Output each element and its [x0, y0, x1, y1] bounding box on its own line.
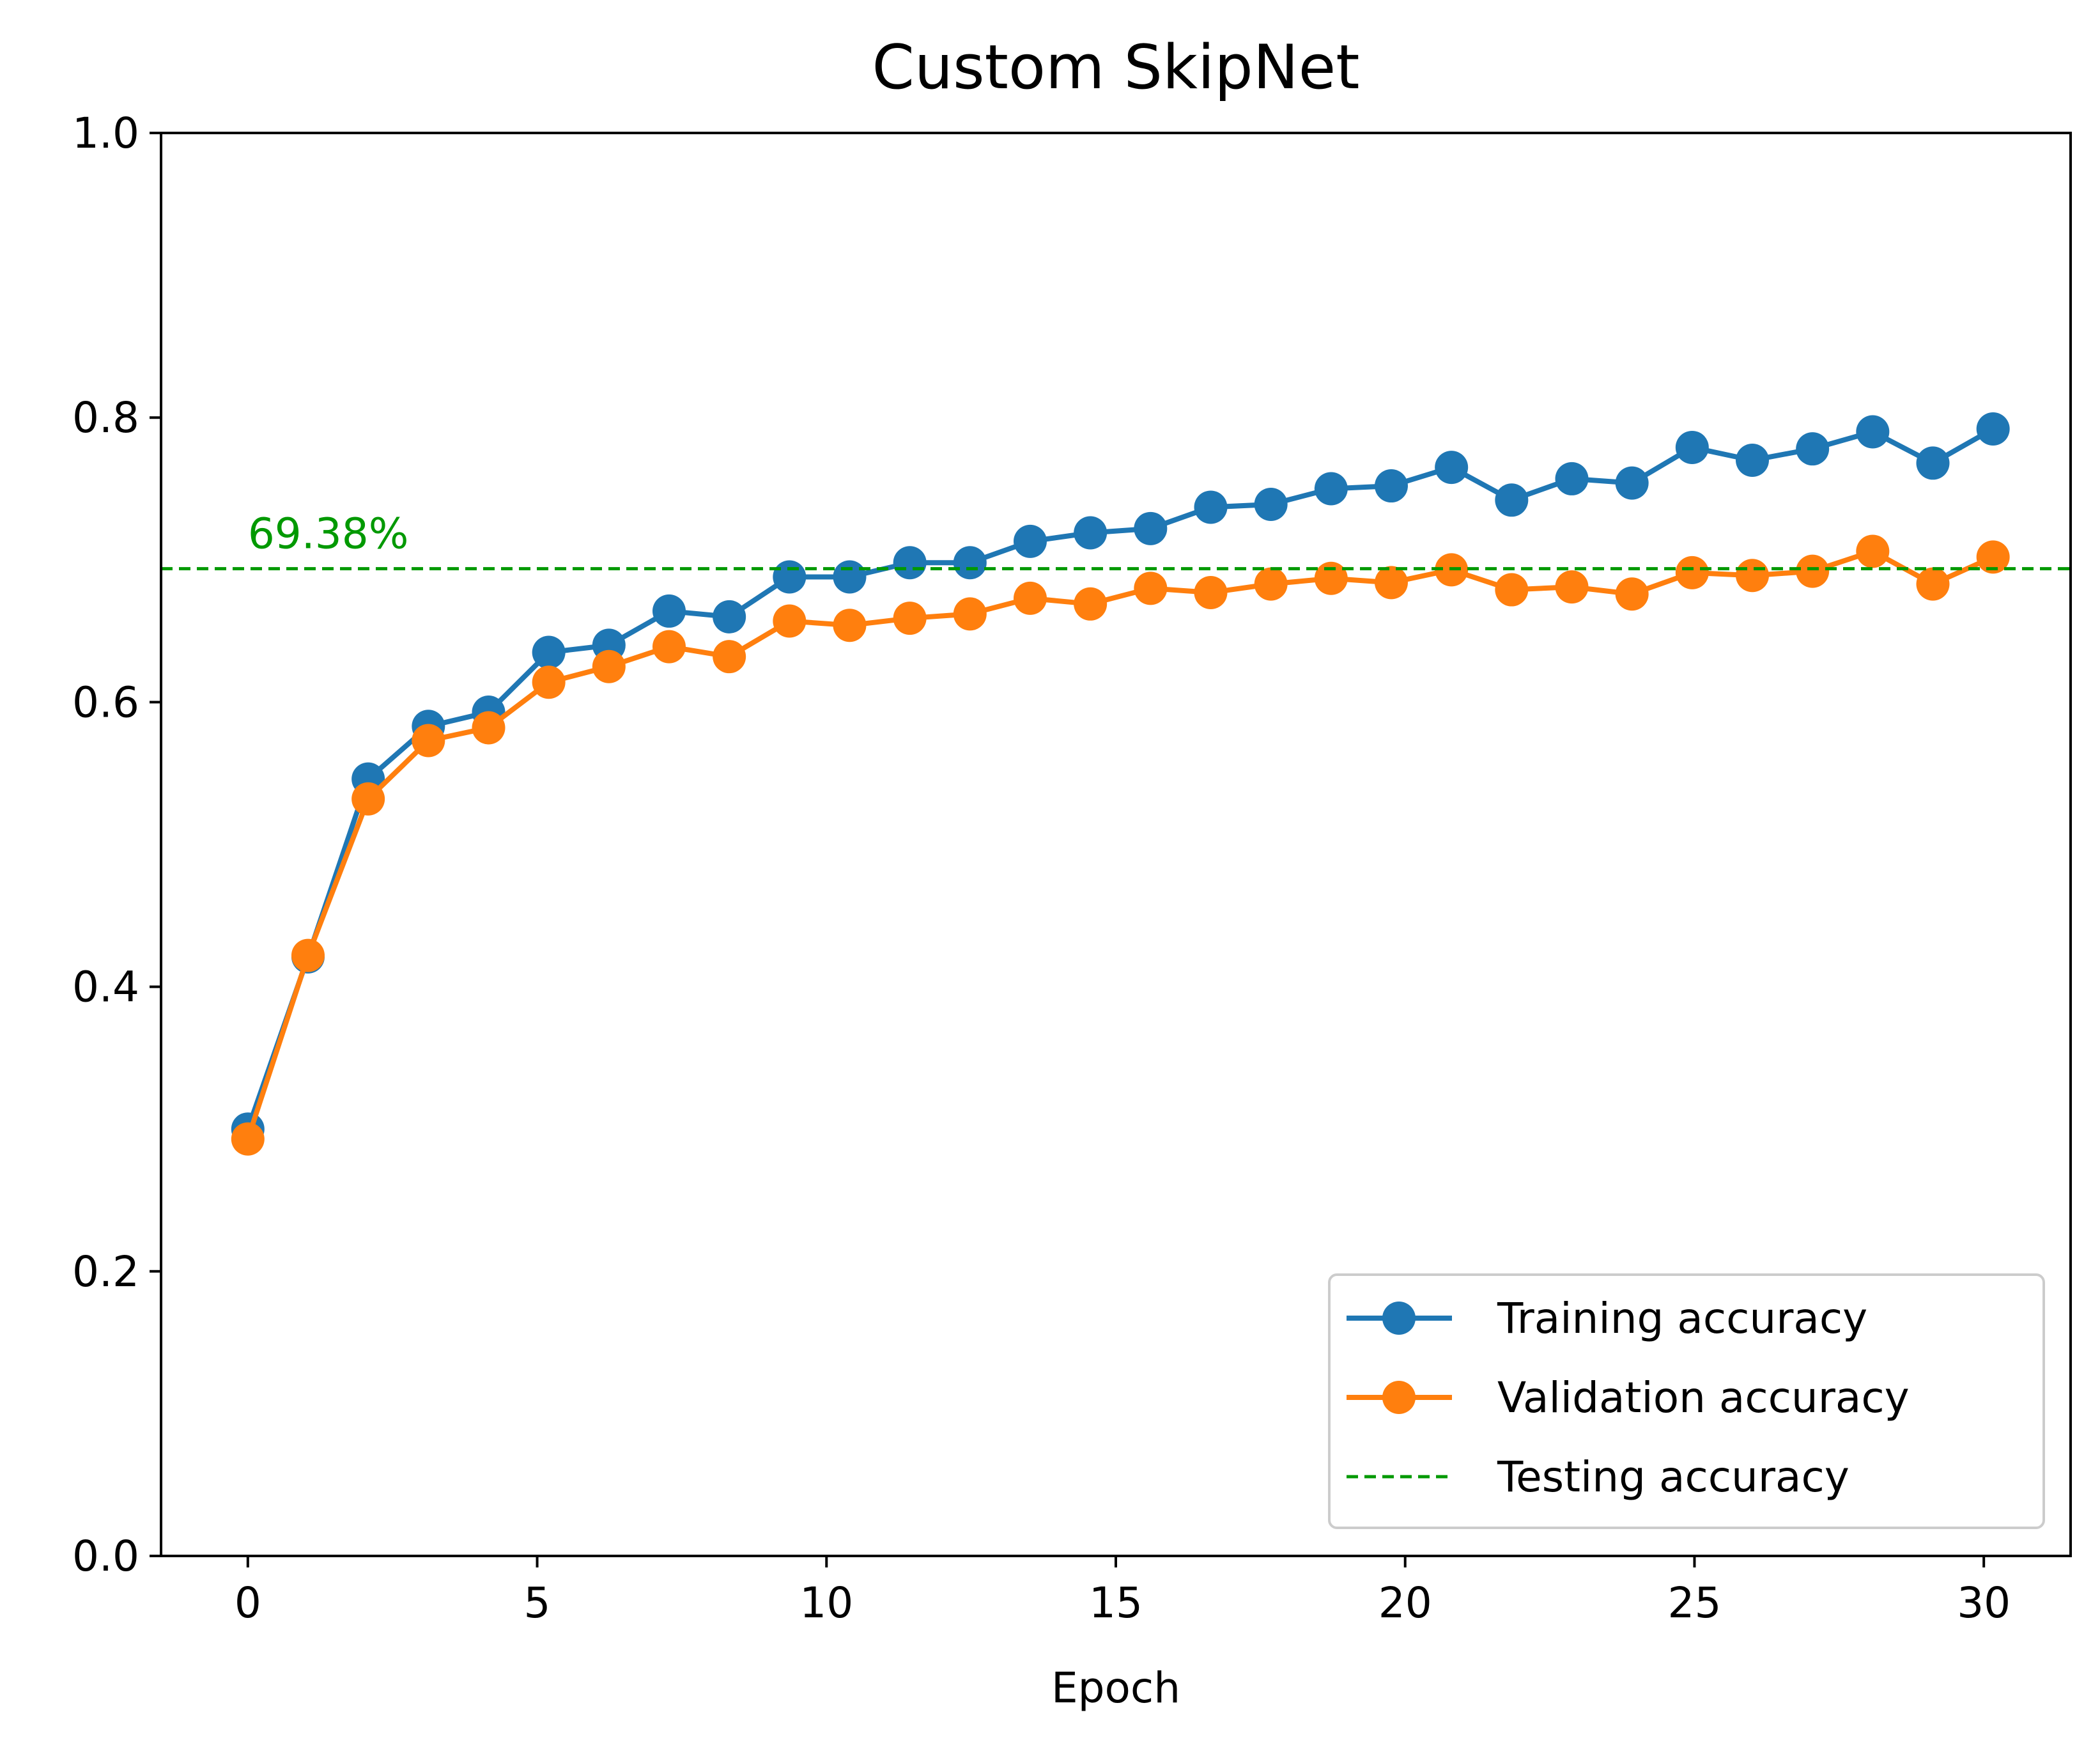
- data-point-s1-17: [1254, 567, 1288, 601]
- data-point-s0-27: [1856, 415, 1890, 449]
- chart-title: Custom SkipNet: [872, 33, 1360, 103]
- legend: Training accuracy Validation accuracy Te…: [1328, 1273, 2045, 1529]
- data-point-s1-10: [833, 609, 867, 642]
- data-point-s0-16: [1194, 490, 1228, 524]
- data-point-s0-20: [1435, 451, 1469, 485]
- data-point-s0-25: [1736, 443, 1769, 477]
- y-tick-label-5: 1.0: [72, 109, 139, 158]
- y-tick-label-4: 0.8: [72, 393, 139, 442]
- data-point-s1-23: [1615, 577, 1649, 611]
- data-point-s0-7: [652, 594, 686, 628]
- data-point-s1-15: [1134, 571, 1168, 605]
- data-point-s1-13: [1013, 581, 1047, 615]
- data-point-s0-14: [1074, 516, 1108, 550]
- data-point-s1-2: [351, 782, 385, 816]
- data-point-s1-3: [412, 724, 445, 758]
- legend-testing-label: Testing accuracy: [1497, 1452, 1849, 1502]
- data-point-s1-26: [1796, 554, 1830, 588]
- testing-accuracy-annotation: 69.38%: [248, 509, 409, 559]
- data-point-s0-19: [1374, 469, 1408, 503]
- data-point-s1-28: [1916, 567, 1950, 601]
- x-tick-label-1: 5: [524, 1578, 551, 1628]
- y-axis: 0.0 0.2 0.4 0.6 0.8 1.0: [72, 109, 161, 1581]
- data-point-s0-24: [1675, 430, 1709, 464]
- data-point-s1-0: [231, 1122, 265, 1156]
- data-point-s0-28: [1916, 446, 1950, 480]
- data-point-s1-27: [1856, 534, 1890, 568]
- legend-validation-marker: [1382, 1381, 1416, 1414]
- data-point-s0-15: [1134, 511, 1168, 545]
- x-tick-label-4: 20: [1378, 1578, 1432, 1628]
- data-point-s0-5: [532, 635, 566, 669]
- data-point-s0-17: [1254, 487, 1288, 521]
- data-point-s0-10: [833, 560, 867, 594]
- data-point-s1-18: [1314, 561, 1348, 595]
- data-point-s1-9: [773, 604, 807, 638]
- data-point-s0-23: [1615, 466, 1649, 500]
- legend-item-testing: Testing accuracy: [1347, 1452, 1849, 1502]
- data-point-s0-18: [1314, 472, 1348, 506]
- data-point-s0-12: [953, 546, 987, 580]
- x-tick-label-0: 0: [235, 1578, 261, 1628]
- data-point-s1-25: [1736, 559, 1769, 593]
- data-point-s1-29: [1976, 540, 2010, 574]
- data-point-s1-22: [1555, 570, 1589, 604]
- data-point-s0-8: [713, 600, 746, 634]
- data-point-s1-11: [893, 602, 927, 635]
- x-tick-label-2: 10: [799, 1578, 853, 1628]
- data-point-s0-21: [1495, 483, 1529, 517]
- y-tick-label-1: 0.2: [72, 1247, 139, 1296]
- data-point-s0-26: [1796, 432, 1830, 466]
- x-tick-label-5: 25: [1667, 1578, 1721, 1628]
- x-tick-label-6: 30: [1957, 1578, 2011, 1628]
- legend-frame: [1328, 1273, 2045, 1529]
- data-point-s1-21: [1495, 573, 1529, 607]
- y-tick-label-3: 0.6: [72, 678, 139, 727]
- data-point-s1-8: [713, 640, 746, 674]
- y-tick-label-0: 0.0: [72, 1532, 139, 1581]
- x-axis-label: Epoch: [1051, 1663, 1180, 1713]
- legend-item-training: Training accuracy: [1347, 1294, 1867, 1343]
- data-point-s1-5: [532, 665, 566, 699]
- data-point-s0-29: [1976, 412, 2010, 446]
- data-point-s1-4: [472, 711, 506, 745]
- data-point-s1-6: [592, 649, 626, 683]
- data-point-s1-1: [291, 938, 325, 972]
- legend-validation-label: Validation accuracy: [1497, 1373, 1910, 1422]
- data-point-s0-11: [893, 546, 927, 580]
- data-point-s1-24: [1675, 556, 1709, 589]
- legend-training-label: Training accuracy: [1497, 1294, 1867, 1343]
- data-point-s1-12: [953, 597, 987, 631]
- data-point-s1-19: [1374, 566, 1408, 600]
- legend-item-validation: Validation accuracy: [1347, 1373, 1910, 1422]
- y-tick-label-2: 0.4: [72, 963, 139, 1012]
- data-point-s1-16: [1194, 575, 1228, 609]
- data-point-s0-22: [1555, 462, 1589, 495]
- data-point-s1-7: [652, 630, 686, 664]
- data-point-s1-14: [1074, 587, 1108, 621]
- legend-training-marker: [1382, 1302, 1416, 1335]
- x-axis: 0 5 10 15 20 25 30: [235, 1556, 2011, 1628]
- data-point-s0-13: [1013, 524, 1047, 558]
- x-tick-label-3: 15: [1089, 1578, 1143, 1628]
- data-point-s0-9: [773, 560, 807, 594]
